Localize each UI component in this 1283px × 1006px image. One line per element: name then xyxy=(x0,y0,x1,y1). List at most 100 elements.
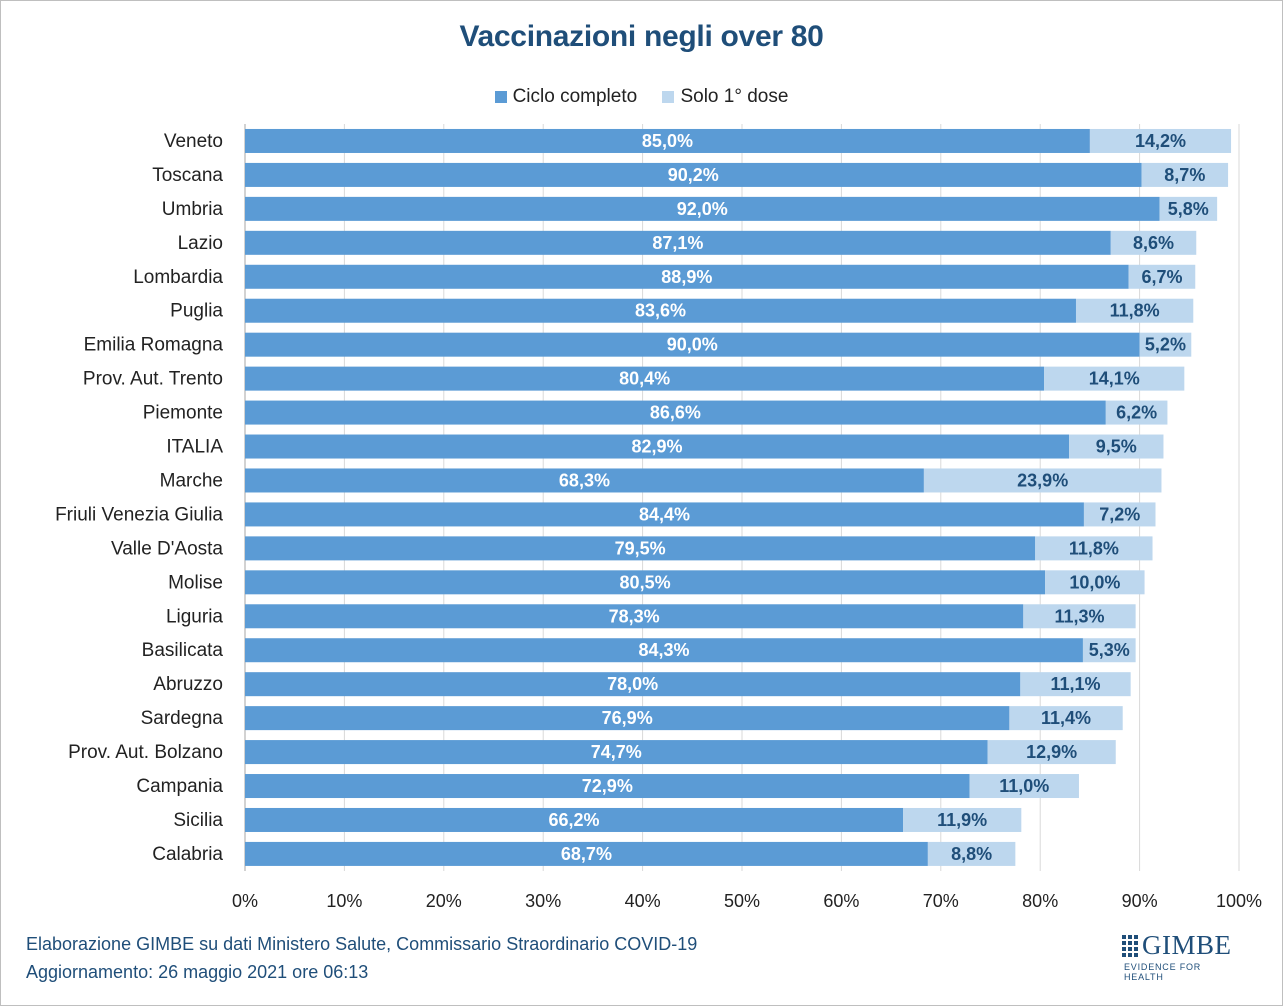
bar-segment xyxy=(1045,570,1145,595)
category-label: Molise xyxy=(168,572,223,593)
category-label: Marche xyxy=(160,470,223,491)
bar-segment xyxy=(245,672,1021,697)
bar-segment xyxy=(245,706,1010,731)
category-label: Liguria xyxy=(166,606,223,627)
gimbe-logo: GIMBE EVIDENCE FOR HEALTH xyxy=(1122,930,1244,982)
bar-segment xyxy=(1035,536,1153,561)
bar-segment xyxy=(1023,604,1136,629)
data-label: 80,5% xyxy=(620,572,671,592)
bar-segment xyxy=(245,774,970,799)
data-label: 90,2% xyxy=(668,165,719,185)
bar-segment xyxy=(245,434,1070,459)
bar-segment xyxy=(1083,502,1156,527)
x-tick-label: 30% xyxy=(525,891,561,911)
data-label: 68,7% xyxy=(561,844,612,864)
category-label: Sicilia xyxy=(173,810,223,831)
data-label: 84,4% xyxy=(639,504,690,524)
bar-segment xyxy=(245,128,1090,153)
data-label: 11,4% xyxy=(1041,708,1091,728)
x-tick-label: 90% xyxy=(1122,891,1158,911)
bar-segment xyxy=(245,807,904,832)
category-label: Prov. Aut. Bolzano xyxy=(68,742,223,763)
data-label: 83,6% xyxy=(635,301,686,321)
data-label: 92,0% xyxy=(677,199,728,219)
chart-title: Vaccinazioni negli over 80 xyxy=(459,20,824,53)
data-label: 11,1% xyxy=(1050,674,1100,694)
bar-segment xyxy=(1044,366,1185,391)
data-label: 72,9% xyxy=(582,776,633,796)
category-label: Basilicata xyxy=(142,640,224,661)
bar-segment xyxy=(245,841,928,866)
bar-segment xyxy=(245,366,1045,391)
data-label: 5,3% xyxy=(1089,640,1130,660)
bar-segment xyxy=(903,807,1022,832)
data-label: 7,2% xyxy=(1099,504,1140,524)
category-label: ITALIA xyxy=(166,437,223,458)
category-label: Umbria xyxy=(162,199,224,220)
data-label: 12,9% xyxy=(1026,742,1077,762)
gimbe-grid-logo-icon xyxy=(1122,935,1138,957)
category-label: Abruzzo xyxy=(153,674,223,695)
bar-segment xyxy=(923,468,1162,493)
data-label: 78,0% xyxy=(607,674,658,694)
bar-segment xyxy=(245,638,1083,663)
category-label: Toscana xyxy=(152,165,223,186)
bar-segment xyxy=(245,298,1076,323)
bar-segment xyxy=(1110,230,1197,255)
bar-segment xyxy=(245,468,924,493)
bar-segment xyxy=(245,570,1046,595)
bar-segment xyxy=(1128,264,1196,289)
category-label: Calabria xyxy=(152,844,223,865)
data-label: 90,0% xyxy=(667,335,718,355)
data-label: 78,3% xyxy=(609,606,660,626)
legend-swatch-full-cycle xyxy=(494,91,507,103)
category-label: Sardegna xyxy=(141,708,224,729)
data-label: 6,7% xyxy=(1141,267,1182,287)
bar-segment xyxy=(1082,638,1136,663)
category-label: Lombardia xyxy=(133,267,223,288)
data-label: 11,9% xyxy=(937,810,987,830)
data-label: 84,3% xyxy=(638,640,689,660)
bar-segment xyxy=(927,841,1016,866)
x-tick-label: 10% xyxy=(326,891,362,911)
x-tick-label: 70% xyxy=(923,891,959,911)
data-label: 14,2% xyxy=(1135,131,1186,151)
bar-segment xyxy=(245,162,1142,187)
data-label: 87,1% xyxy=(652,233,703,253)
x-tick-label: 100% xyxy=(1216,891,1262,911)
data-label: 9,5% xyxy=(1096,437,1137,457)
footer-update: Aggiornamento: 26 maggio 2021 ore 06:13 xyxy=(26,962,369,982)
legend-item-first-dose: Solo 1° dose xyxy=(662,86,788,108)
data-label: 11,8% xyxy=(1069,538,1119,558)
logo-wordmark: GIMBE xyxy=(1142,930,1232,960)
legend-swatch-first-dose xyxy=(662,91,675,103)
bar-segment xyxy=(245,400,1106,425)
legend-label-first-dose: Solo 1° dose xyxy=(680,86,789,107)
data-label: 8,6% xyxy=(1133,233,1174,253)
x-tick-label: 50% xyxy=(724,891,760,911)
bar-segment xyxy=(245,740,988,765)
x-tick-label: 0% xyxy=(232,891,258,911)
bar-segment xyxy=(969,774,1079,799)
bar-segment xyxy=(245,196,1160,221)
data-label: 80,4% xyxy=(619,369,670,389)
bar-segment xyxy=(1075,298,1194,323)
category-label: Campania xyxy=(136,776,223,797)
data-label: 85,0% xyxy=(642,131,693,151)
footer-source: Elaborazione GIMBE su dati Ministero Sal… xyxy=(26,934,698,954)
category-label: Valle D'Aosta xyxy=(111,538,223,559)
data-label: 82,9% xyxy=(631,437,682,457)
chart-legend: Ciclo completo Solo 1° dose xyxy=(0,86,1283,109)
x-tick-label: 40% xyxy=(625,891,661,911)
legend-label-full-cycle: Ciclo completo xyxy=(512,86,638,107)
bar-segment xyxy=(1159,196,1218,221)
data-label: 5,8% xyxy=(1168,199,1209,219)
data-label: 66,2% xyxy=(548,810,599,830)
x-tick-label: 60% xyxy=(823,891,859,911)
data-label: 68,3% xyxy=(559,470,610,490)
category-label: Puglia xyxy=(170,301,223,322)
category-label: Piemonte xyxy=(143,403,223,424)
logo-tagline: EVIDENCE FOR HEALTH xyxy=(1124,962,1202,982)
category-label: Prov. Aut. Trento xyxy=(83,369,223,390)
